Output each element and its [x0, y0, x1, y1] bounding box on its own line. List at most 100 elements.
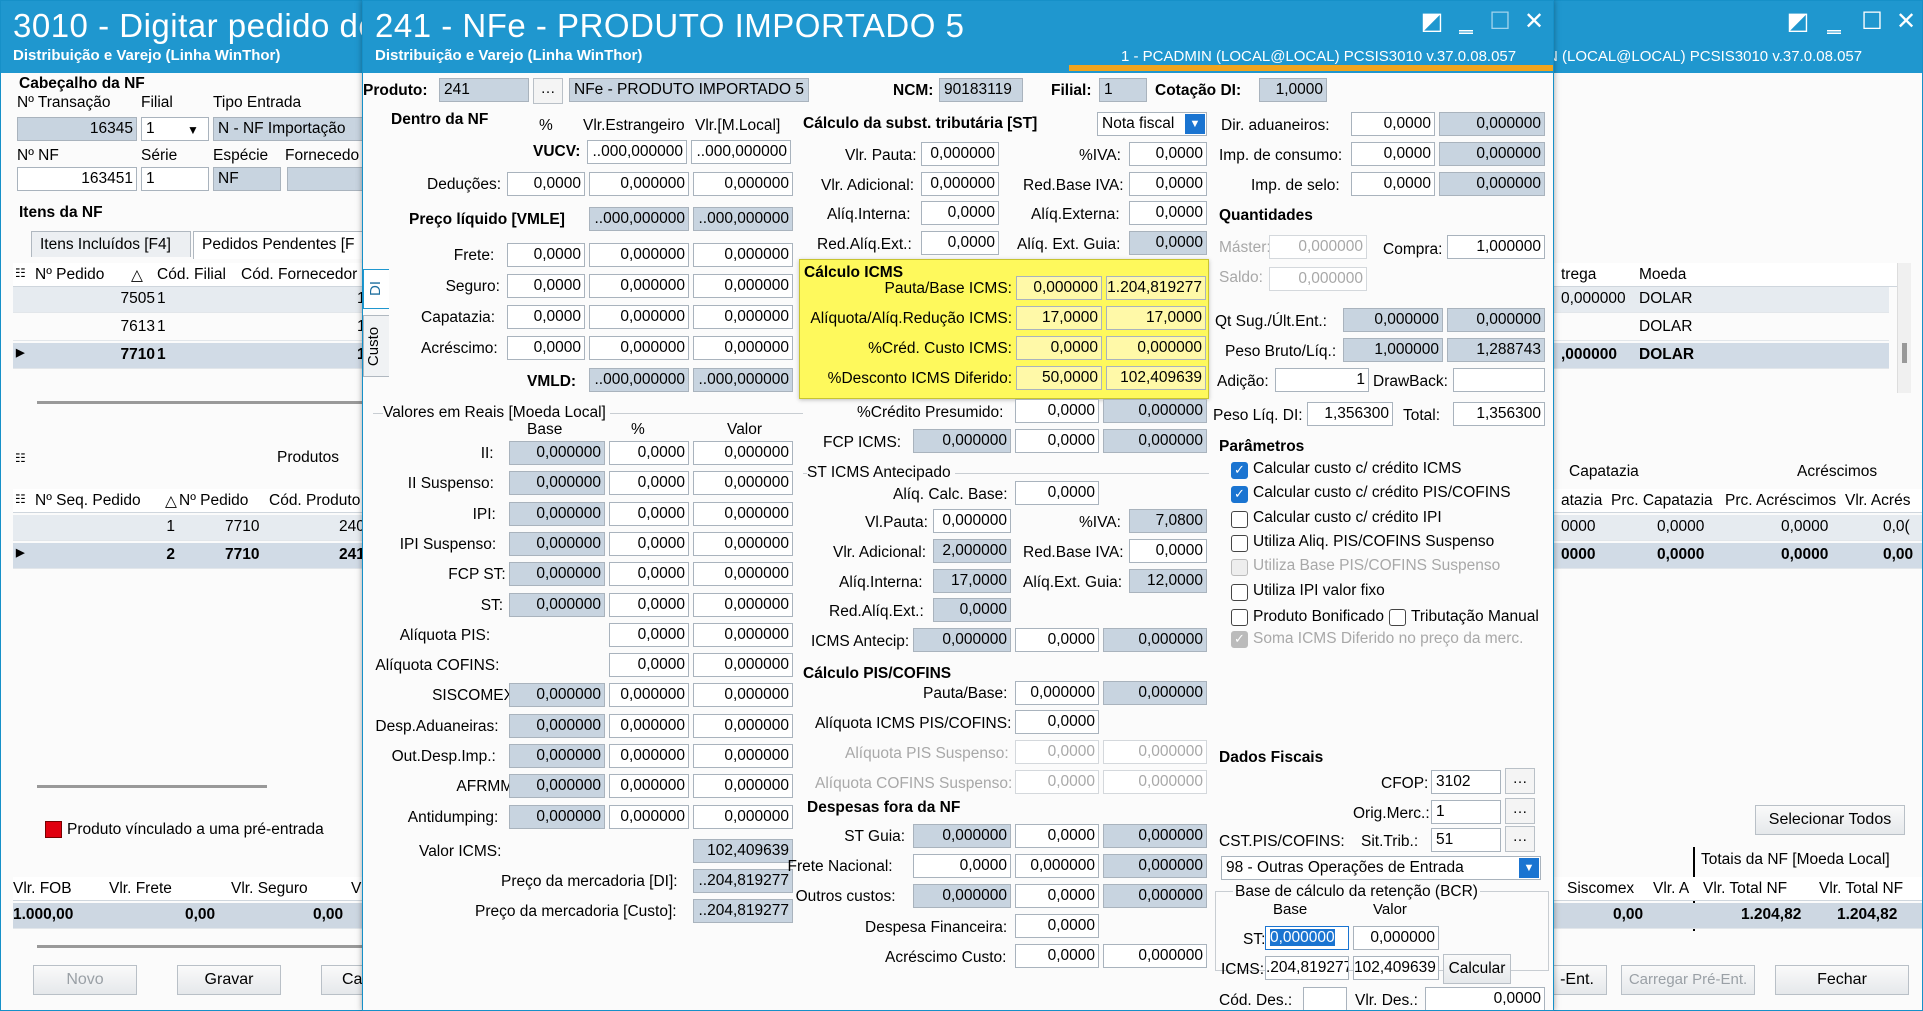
di-row-local-field[interactable]: 0,000000 [693, 274, 793, 298]
icms-row-val-field[interactable]: 102,409639 [1106, 366, 1206, 390]
reais-pct-field[interactable]: 0,000000 [609, 774, 689, 799]
st-ant-redbase-field[interactable]: 0,0000 [1129, 539, 1207, 563]
st-aliq-int-field[interactable]: 0,0000 [921, 201, 999, 225]
trib-manual-checkbox[interactable] [1389, 609, 1406, 626]
grid-menu-icon[interactable]: ☷ [15, 266, 26, 280]
desp-row-pct-field[interactable]: 0,0000 [1015, 884, 1099, 908]
reais-pct-field[interactable]: 0,0000 [609, 622, 689, 647]
reais-pct-field[interactable]: 0,0000 [609, 531, 689, 556]
di-row-estr-field[interactable]: 0,000000 [589, 305, 689, 329]
icms-row-field[interactable]: 17,0000 [1016, 306, 1102, 330]
cod-des-field[interactable] [1303, 987, 1347, 1010]
drawback-field[interactable] [1453, 368, 1545, 392]
tab-itens-incluidos[interactable]: Itens Incluídos [F4] [31, 231, 191, 257]
operacao-select[interactable]: 98 - Outras Operações de Entrada [1221, 856, 1541, 880]
st-redbase-field[interactable]: 0,0000 [1129, 172, 1207, 196]
reais-val-field[interactable]: 0,000000 [693, 744, 793, 768]
cfop-field[interactable]: 3102 [1431, 770, 1501, 794]
selecionar-todos-button[interactable]: Selecionar Todos [1755, 805, 1905, 835]
desp-row-pct-field[interactable]: 0,0000 [1015, 824, 1099, 848]
desp-row-base-field[interactable]: 0,000000 [913, 884, 1011, 908]
di-row-pct-field[interactable]: 0,0000 [507, 243, 585, 267]
cfop-search-button[interactable]: … [1505, 768, 1535, 794]
icms-row-field[interactable]: 50,0000 [1016, 366, 1102, 390]
reais-pct-field[interactable]: 0,000000 [609, 804, 689, 829]
st-pauta-field[interactable]: 0,000000 [921, 142, 999, 166]
table-row[interactable]: 0000 0,0000 0,0000 0,0( [1541, 515, 1922, 541]
compra-field[interactable]: 1,000000 [1447, 235, 1545, 259]
icms-row-field[interactable]: 0,000000 [1016, 276, 1102, 300]
reais-pct-field[interactable]: 0,0000 [609, 441, 689, 465]
tab-custo[interactable]: Custo [363, 315, 389, 377]
icms-row-field[interactable]: 0,0000 [1016, 336, 1102, 360]
reais-pct-field[interactable]: 0,0000 [609, 562, 689, 587]
di-row-local-field[interactable]: 0,000000 [693, 243, 793, 267]
gravar-button[interactable]: Gravar [177, 965, 281, 995]
minimize-icon[interactable]: ‗ [1827, 8, 1841, 35]
restore-icon[interactable]: ◩ [1786, 8, 1810, 35]
scrollbar[interactable] [37, 401, 367, 404]
reais-val-field[interactable]: 0,000000 [693, 622, 793, 647]
grid2-col-seq[interactable]: Nº Seq. Pedido [35, 492, 141, 509]
icms-row-val-field[interactable]: 0,000000 [1106, 336, 1206, 360]
pre-entrada-button[interactable]: -Ent. [1547, 965, 1607, 995]
di-row-local-field[interactable]: 0,000000 [693, 336, 793, 360]
param-checkbox[interactable] [1231, 510, 1248, 528]
tab-pedidos-pendentes[interactable]: Pedidos Pendentes [F [193, 231, 379, 259]
pis-aliq-icms-field[interactable]: 0,0000 [1015, 710, 1099, 734]
vucv-estr-field[interactable]: ..000,000000 [587, 140, 687, 164]
st-ant-antecip-pct-field[interactable]: 0,0000 [1015, 628, 1099, 652]
reais-pct-field[interactable]: 0,000000 [609, 713, 689, 738]
di-row-estr-field[interactable]: 0,000000 [589, 336, 689, 360]
table-row[interactable]: 1 7710 240 [13, 515, 379, 541]
transacao-field[interactable]: 16345 [17, 117, 137, 141]
grid2-col-produto[interactable]: Cód. Produto [269, 492, 361, 509]
reais-val-field[interactable]: 0,000000 [693, 592, 793, 617]
produto-code-field[interactable]: 241 [439, 78, 529, 102]
reais-val-field[interactable]: 0,000000 [693, 683, 793, 708]
st-iva-field[interactable]: 0,0000 [1129, 142, 1207, 166]
bcr-icms-base-field[interactable]: .204,819277 [1265, 956, 1349, 980]
st-aliq-ext-field[interactable]: 0,0000 [1129, 201, 1207, 225]
imp-cons-pct-field[interactable]: 0,0000 [1351, 142, 1435, 166]
deducoes-pct-field[interactable]: 0,0000 [507, 172, 585, 196]
deducoes-estr-field[interactable]: 0,000000 [589, 172, 689, 196]
reais-val-field[interactable]: 0,000000 [693, 774, 793, 799]
bcr-st-base-field[interactable]: 0,000000 [1265, 926, 1349, 950]
sit-search-button[interactable]: … [1505, 826, 1535, 852]
desp-acr-val-field[interactable]: 0,000000 [1103, 944, 1207, 968]
desp-row-base-field[interactable]: 0,0000 [913, 854, 1011, 878]
restore-icon[interactable]: ◩ [1420, 8, 1444, 35]
param-checkbox[interactable] [1231, 583, 1248, 601]
param-checkbox[interactable]: ✓ [1231, 462, 1248, 479]
st-ant-calc-base-field[interactable]: 0,0000 [1015, 481, 1099, 505]
table-row[interactable]: 0,000000 DOLAR [1541, 287, 1889, 313]
tab-di[interactable]: DI [363, 269, 389, 309]
fechar-button[interactable]: Fechar [1775, 965, 1909, 995]
orig-field[interactable]: 1 [1431, 800, 1501, 824]
col[interactable]: Prc. Acréscimos [1725, 492, 1837, 509]
desp-acr-pct-field[interactable]: 0,0000 [1015, 944, 1099, 968]
di-row-estr-field[interactable]: 0,000000 [589, 274, 689, 298]
bcr-st-val-field[interactable]: 0,000000 [1353, 926, 1439, 950]
st-adic-field[interactable]: 0,000000 [921, 172, 999, 196]
reais-pct-field[interactable]: 0,0000 [609, 592, 689, 617]
dir-adu-pct-field[interactable]: 0,0000 [1351, 112, 1435, 136]
di-row-local-field[interactable]: 0,000000 [693, 305, 793, 329]
table-row[interactable]: 0000 0,0000 0,0000 0,00 [1541, 543, 1922, 569]
reais-pct-field[interactable]: 0,0000 [609, 653, 689, 678]
sit-field[interactable]: 51 [1431, 828, 1501, 852]
chevron-down-icon[interactable]: ▼ [187, 123, 199, 137]
di-row-estr-field[interactable]: 0,000000 [589, 243, 689, 267]
maximize-icon[interactable]: ☐ [1861, 8, 1883, 35]
vucv-local-field[interactable]: ..000,000000 [691, 140, 791, 164]
param-checkbox[interactable] [1231, 534, 1248, 552]
maximize-icon[interactable]: ☐ [1489, 8, 1511, 35]
grid1-col-fornecedor[interactable]: Cód. Fornecedor [241, 266, 358, 283]
col[interactable]: Moeda [1639, 266, 1687, 283]
table-row[interactable]: ▶ 7710 1 19 [13, 343, 379, 369]
reais-val-field[interactable]: 0,000000 [693, 653, 793, 678]
grid1-col-pedido[interactable]: Nº Pedido [35, 266, 105, 283]
col[interactable]: trega [1561, 266, 1597, 283]
col[interactable]: atazia [1561, 492, 1603, 509]
